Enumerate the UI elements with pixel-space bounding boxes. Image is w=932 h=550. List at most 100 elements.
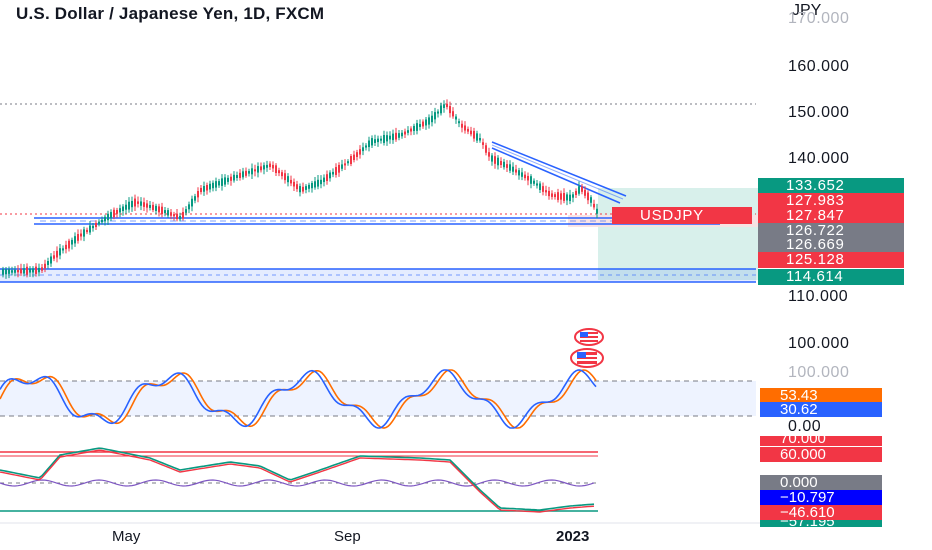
candle-body [137,201,139,204]
candle-body [14,269,16,273]
candle-body [353,154,355,160]
candle-body [44,263,46,269]
candle-body [23,268,25,274]
candle-body [323,177,325,183]
candle-body [29,268,31,273]
candle-body [449,106,451,114]
candle-body [404,131,406,135]
candle-body [407,130,409,133]
candle-body [71,239,73,245]
price-tick: 150.000 [788,104,850,121]
candle-body [35,266,37,274]
support-channel-lower[interactable] [0,268,756,283]
candle-body [50,256,52,264]
time-label-2023: 2023 [556,528,590,545]
candle-body [596,208,598,214]
candle-body [263,165,265,170]
candle-body [536,183,538,186]
osc-blue-value: −10.797 [760,490,882,505]
candle-body [341,164,343,169]
candle-body [470,130,472,135]
candle-body [491,155,493,162]
time-label-may: May [112,528,141,545]
candle-body [335,167,337,175]
candle-body [422,121,424,127]
candle-body [65,244,67,250]
candle-body [485,145,487,153]
candle-body [305,186,307,190]
candle-body [110,212,112,218]
support-channel-upper[interactable] [34,217,720,225]
candle-body [587,192,589,201]
candle-body [410,128,412,132]
candle-body [128,201,130,210]
candle-body [506,164,508,168]
stoch-d-value: 30.62 [760,402,882,417]
candle-body [38,267,40,273]
candle-body [167,210,169,216]
candle-body [215,181,217,188]
candle-body [92,225,94,229]
oscillator-lines[interactable] [0,447,595,513]
candle-body [206,184,208,191]
candle-body [281,172,283,177]
candle-body [269,163,271,168]
candle-body [461,123,463,128]
candle-body [392,133,394,141]
candle-body [572,194,574,198]
symbol-label[interactable]: USDJPY [612,207,752,224]
candle-body [8,269,10,274]
price-axis-currency: JPY [792,2,822,19]
candle-body [452,111,454,117]
osc-level-value: 60.000 [760,447,882,462]
candle-body [134,198,136,207]
candle-body [113,209,115,218]
us-flag-event-icon[interactable] [569,348,605,368]
candle-body [425,119,427,126]
candle-body [428,117,430,125]
candle-body [272,164,274,169]
candle-body [545,190,547,193]
us-flag-event-icon[interactable] [574,328,604,346]
candle-body [512,166,514,172]
candle-body [500,160,502,166]
candle-body [296,184,298,190]
candle-body [542,186,544,192]
candle-body [476,133,478,141]
candle-body [59,248,61,256]
candle-body [20,268,22,274]
candle-body [338,164,340,173]
osc-zero-value: 0.000 [760,475,882,490]
candle-body [191,198,193,207]
candle-body [146,203,148,208]
candle-body [581,186,583,192]
price-tag: 127.847 [758,208,904,224]
candle-body [95,222,97,228]
candle-body [494,156,496,164]
candle-body [47,261,49,265]
descending-channel[interactable] [491,141,627,204]
candle-body [218,181,220,186]
oscillator-line [0,479,595,487]
price-candles[interactable] [2,99,598,279]
long-position-target-zone[interactable] [598,188,758,280]
candle-body [362,147,364,152]
candle-body [467,128,469,132]
stochastic-lines[interactable] [0,369,597,429]
candle-body [53,255,55,259]
candle-body [290,179,292,184]
candle-body [365,145,367,148]
candle-body [455,116,457,120]
price-tag: 114.614 [758,269,904,285]
candle-body [200,187,202,193]
stoch-line [0,369,597,429]
candle-body [302,186,304,192]
candle-body [194,196,196,201]
stoch-k-value: 53.43 [760,388,882,403]
candle-body [578,186,580,194]
candle-body [521,172,523,177]
candle-body [152,204,154,211]
candle-body [584,189,586,196]
candle-body [203,186,205,192]
